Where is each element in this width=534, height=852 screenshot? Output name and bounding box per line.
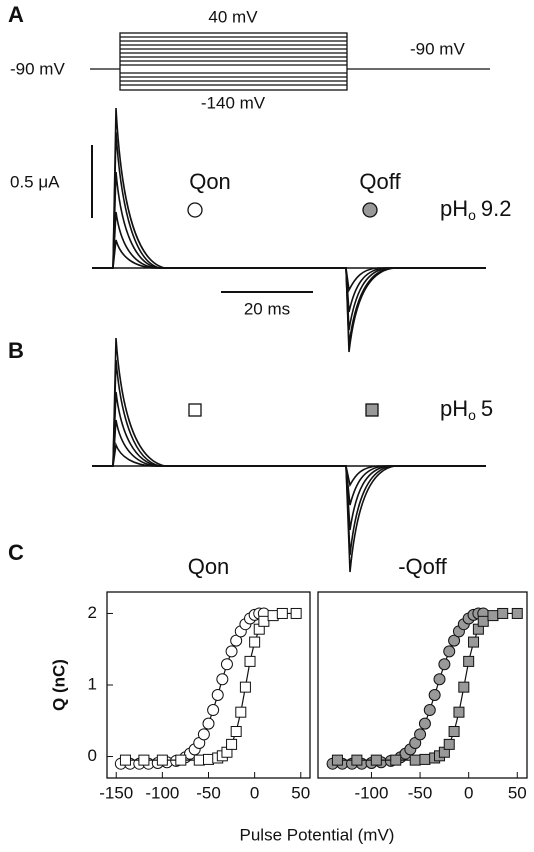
data-point xyxy=(511,607,523,619)
data-point xyxy=(468,636,480,648)
protocol-label: -90 mV xyxy=(10,59,65,78)
protocol-label: 40 mV xyxy=(208,7,258,26)
symbol-key xyxy=(187,202,203,218)
scale-label: 20 ms xyxy=(244,299,290,318)
plot-frame xyxy=(317,591,528,779)
data-point xyxy=(331,754,343,766)
plot-frame xyxy=(106,591,311,779)
x-tick-label: 0 xyxy=(464,783,473,802)
current-traces xyxy=(92,107,486,353)
x-axis-label: Pulse Potential (mV) xyxy=(240,825,395,844)
y-tick-label: 2 xyxy=(88,603,97,622)
data-point xyxy=(433,673,446,686)
data-point xyxy=(370,754,382,766)
protocol-label: -140 mV xyxy=(201,93,266,112)
data-point xyxy=(438,658,451,671)
data-point xyxy=(225,645,238,658)
x-tick-label: -100 xyxy=(354,783,388,802)
data-point xyxy=(390,754,402,766)
data-point xyxy=(477,615,489,627)
data-point xyxy=(419,753,431,765)
data-point xyxy=(443,645,456,658)
data-point xyxy=(138,754,150,766)
data-point xyxy=(119,754,131,766)
data-point xyxy=(156,754,168,766)
data-point xyxy=(239,681,251,693)
data-point xyxy=(448,726,460,737)
protocol xyxy=(90,32,490,91)
data-point xyxy=(202,717,215,730)
data-point xyxy=(487,610,499,622)
series-line xyxy=(125,612,297,761)
data-point xyxy=(235,706,247,718)
data-point xyxy=(230,726,242,737)
scale-label: 0.5 μA xyxy=(10,172,60,191)
x-tick-label: 50 xyxy=(291,783,310,802)
data-point xyxy=(497,607,509,619)
data-point xyxy=(220,658,233,671)
ph-main: pH xyxy=(440,396,468,421)
data-point xyxy=(193,754,205,766)
trace-label: Qon xyxy=(189,169,231,194)
y-tick-label: 1 xyxy=(88,674,97,693)
panel-label: C xyxy=(8,540,24,565)
data-point xyxy=(458,681,470,693)
chart-title: Qon xyxy=(188,554,230,579)
x-tick-label: -150 xyxy=(99,783,133,802)
data-point xyxy=(276,607,288,619)
data-point xyxy=(249,636,261,648)
data-point xyxy=(226,738,238,750)
current-traces xyxy=(92,337,486,573)
symbol-key xyxy=(362,202,378,218)
y-axis-label: Q (nC) xyxy=(49,659,68,711)
data-point xyxy=(290,607,302,619)
trace-label: Qoff xyxy=(359,169,401,194)
symbol-key xyxy=(188,403,202,417)
data-point xyxy=(211,689,224,702)
data-point xyxy=(216,673,229,686)
data-point xyxy=(428,689,441,702)
ph-main: pH xyxy=(440,196,468,221)
data-point xyxy=(453,706,465,718)
x-tick-label: 0 xyxy=(250,783,259,802)
data-point xyxy=(463,655,475,667)
ph-sub: o xyxy=(468,207,476,223)
data-point xyxy=(267,610,279,622)
x-tick-label: -50 xyxy=(196,783,221,802)
data-point xyxy=(197,728,210,741)
data-point xyxy=(244,655,256,667)
data-point xyxy=(418,717,431,730)
data-point xyxy=(258,615,270,627)
data-point xyxy=(175,754,187,766)
chart-title: -Qoff xyxy=(398,554,447,579)
x-tick-label: -50 xyxy=(408,783,433,802)
ph-value: 5 xyxy=(481,396,493,421)
ph-label: pHo 5 xyxy=(440,396,493,423)
x-tick-label: -100 xyxy=(145,783,179,802)
y-tick-label: 0 xyxy=(88,746,97,765)
data-point xyxy=(203,753,214,765)
panel-label: B xyxy=(8,338,24,363)
data-point xyxy=(423,704,436,717)
data-point xyxy=(207,704,220,717)
symbol-key xyxy=(365,403,379,417)
data-point xyxy=(409,754,421,766)
data-point xyxy=(443,738,455,750)
data-point xyxy=(414,728,427,741)
ph-label: pHo 9.2 xyxy=(440,196,512,223)
ph-value: 9.2 xyxy=(481,196,512,221)
series-line xyxy=(337,612,518,761)
data-point xyxy=(351,754,363,766)
panel-label: A xyxy=(8,2,24,27)
protocol-label: -90 mV xyxy=(410,39,465,58)
ph-sub: o xyxy=(468,407,476,423)
data-point xyxy=(448,634,461,647)
x-tick-label: 50 xyxy=(508,783,527,802)
